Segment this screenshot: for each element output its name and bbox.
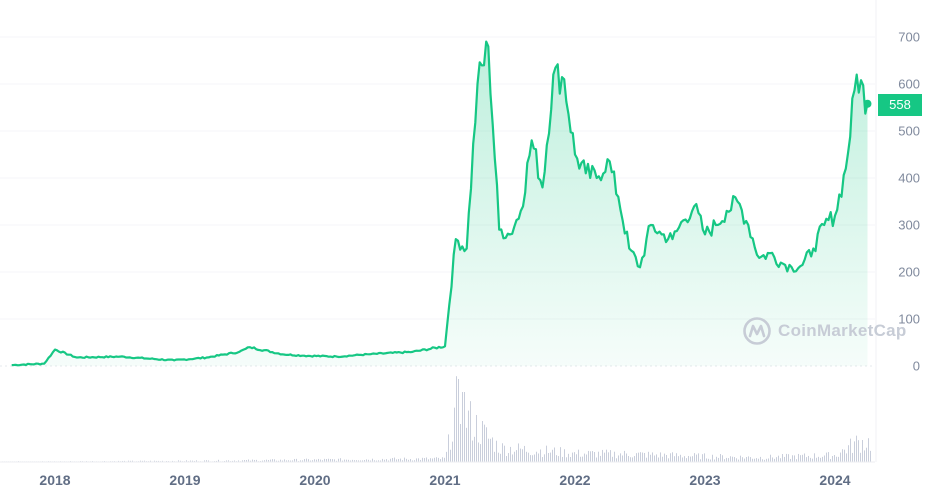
coinmarketcap-watermark: CoinMarketCap [742,316,907,346]
price-area-fill [11,41,868,366]
x-tick-label: 2020 [299,472,331,488]
x-tick-label: 2023 [689,472,721,488]
price-line [11,40,869,367]
grid-lines [0,36,875,320]
current-price-badge: 558 [878,94,922,116]
coinmarketcap-logo-icon [743,317,771,345]
y-tick-label: 600 [898,76,920,92]
watermark-text: CoinMarketCap [778,321,907,340]
x-tick-label: 2019 [169,472,201,488]
y-tick-label: 500 [898,123,920,139]
y-tick-label: 100 [898,311,920,327]
y-tick-label: 0 [912,358,920,374]
x-tick-label: 2022 [559,472,591,488]
x-tick-label: 2024 [819,472,851,488]
x-tick-label: 2018 [39,472,71,488]
y-tick-label: 400 [898,170,920,186]
current-price-dot [863,99,872,108]
x-tick-label: 2021 [429,472,461,488]
y-tick-label: 700 [898,29,920,45]
volume-bars [2,376,871,462]
y-tick-label: 200 [898,264,920,280]
y-tick-label: 300 [898,217,920,233]
